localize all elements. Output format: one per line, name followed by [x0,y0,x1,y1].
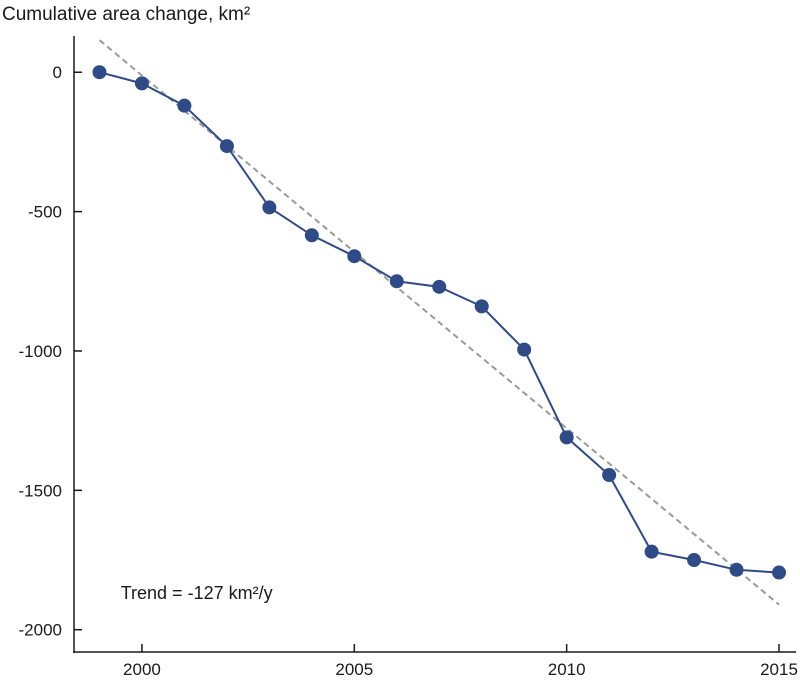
data-point [644,544,659,559]
data-point [134,76,149,91]
data-point [517,342,532,357]
data-point [772,565,787,580]
trend-layer [98,39,780,606]
data-point [347,249,362,264]
y-tick-label: -1000 [19,342,62,361]
axes: 0 -500 -1000 -1500 -2000 2000 2005 2010 2015 [19,36,798,679]
chart-title: Cumulative area change, km² [2,4,251,25]
y-tick-label: -500 [28,203,62,222]
data-point [219,139,234,154]
trend-line [98,39,780,606]
trend-annotation: Trend = -127 km²/y [121,583,273,603]
y-tick-label: -2000 [19,621,62,640]
data-point [177,98,192,113]
x-tick-label: 2015 [760,660,798,679]
y-tick-label: 0 [53,63,62,82]
x-tick-label: 2005 [335,660,373,679]
data-point [602,468,617,483]
data-point [92,65,107,80]
x-tick-label: 2010 [548,660,586,679]
y-tick-label: -1500 [19,481,62,500]
data-point [432,279,447,294]
data-point [474,299,489,314]
data-point [262,200,277,215]
data-point [389,274,404,289]
data-point [304,228,319,243]
data-point [687,553,702,568]
series-layer [92,65,787,580]
data-point [729,562,744,577]
annotation-layer: Trend = -127 km²/y [121,583,273,603]
data-point [559,430,574,445]
x-tick-label: 2000 [123,660,161,679]
